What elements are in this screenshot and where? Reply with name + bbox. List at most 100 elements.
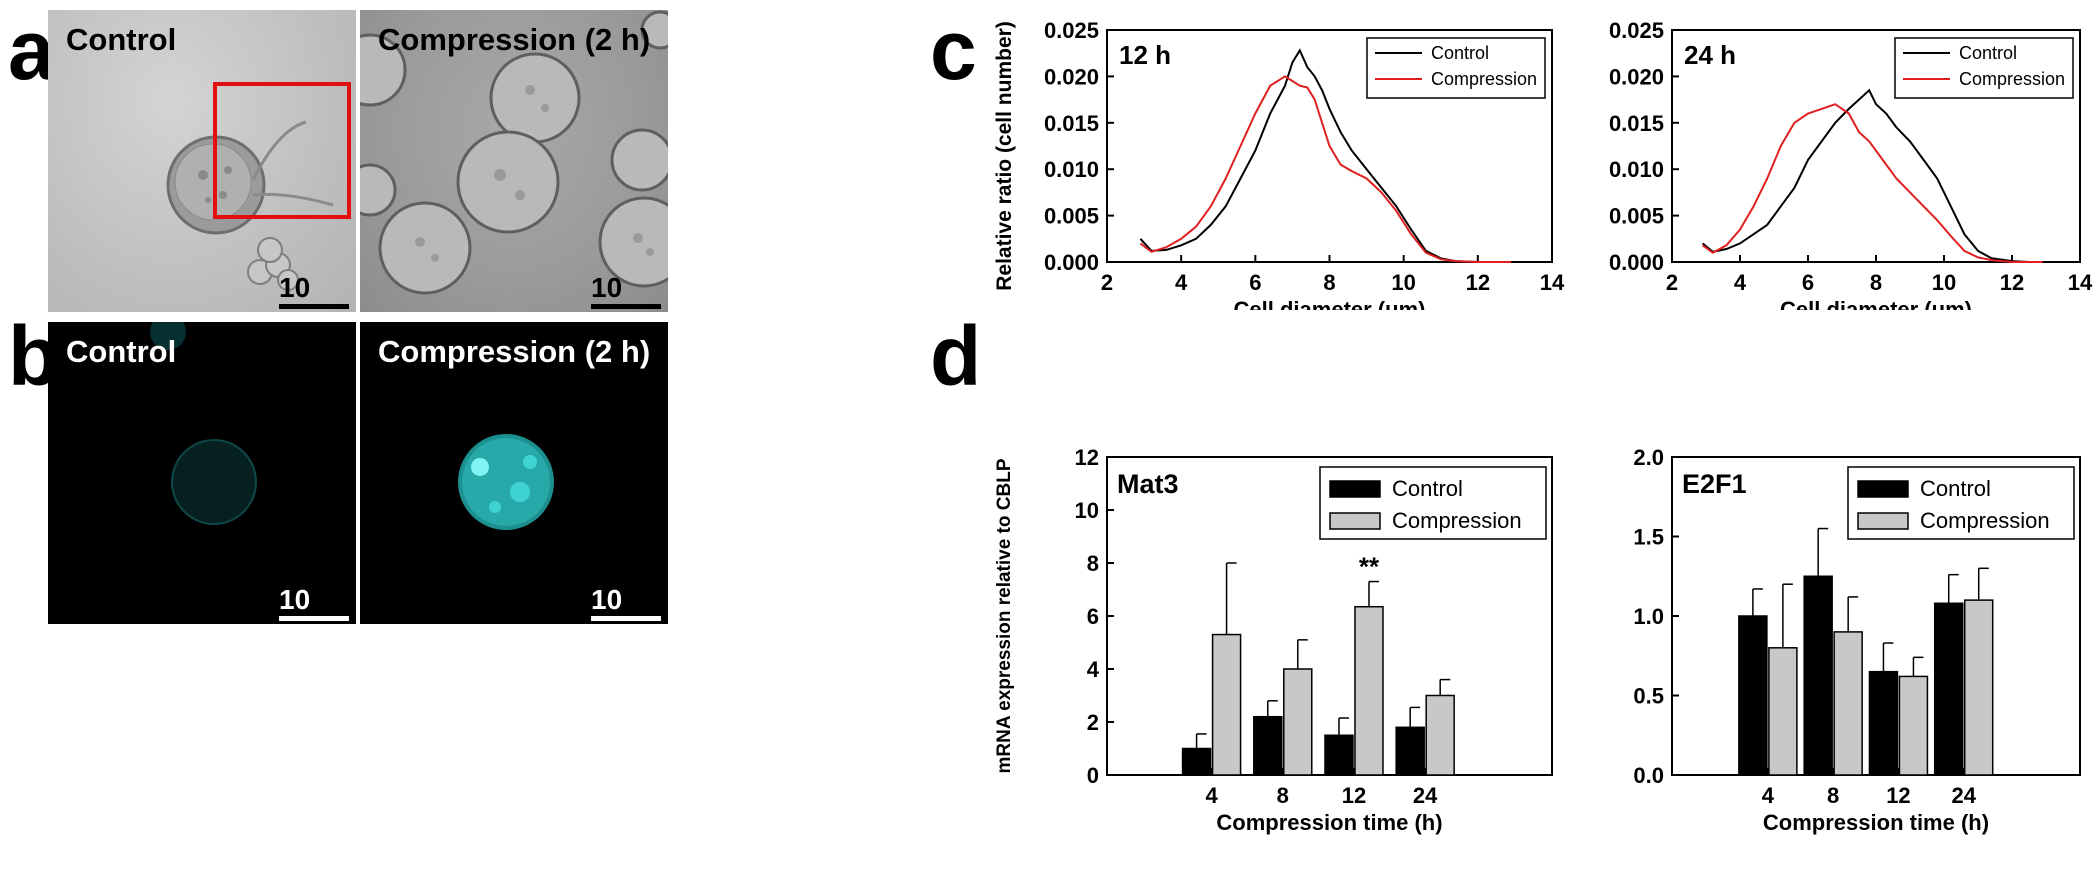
chart-panel-label: E2F1	[1682, 469, 1747, 499]
micrograph-label: Control	[66, 334, 177, 369]
micrograph-b-compression: Compression (2 h) 10 µm	[360, 322, 668, 624]
bar-compression	[1425, 694, 1455, 776]
bar-control	[1868, 670, 1899, 776]
y-axis-label: mRNA expression relative to CBLP	[994, 458, 1015, 773]
x-axis-label: Compression time (h)	[1216, 810, 1442, 835]
y-tick-label: 0.025	[1609, 18, 1664, 43]
x-tick-label: 4	[1734, 270, 1747, 295]
y-tick-label: 0.015	[1609, 111, 1664, 136]
y-tick-label: 0.020	[1044, 64, 1099, 89]
panel-letter-a: a	[8, 3, 55, 97]
micrograph-label: Control	[66, 22, 177, 57]
y-tick-label: 0	[1087, 763, 1099, 788]
bar-control	[1395, 726, 1425, 776]
micrograph-label: Compression (2 h)	[378, 22, 651, 57]
bar-control	[1253, 715, 1283, 776]
y-tick-label: 0.010	[1044, 157, 1099, 182]
panel-letter-d: d	[930, 309, 982, 403]
legend-label: Control	[1392, 476, 1463, 501]
x-tick-label: 4	[1762, 783, 1775, 808]
chart-c-left: 0.000 0.005 0.010 0.015 0.020 0.025 2 4 6 8 10 12 14…	[993, 18, 1565, 310]
x-tick-label: 24	[1951, 783, 1976, 808]
highlight-box	[213, 82, 351, 219]
x-tick-label: 14	[1540, 270, 1565, 295]
x-tick-label: 8	[1827, 783, 1839, 808]
x-tick-label: 2	[1666, 270, 1678, 295]
x-axis-label: Compression time (h)	[1763, 810, 1989, 835]
x-tick-label: 6	[1249, 270, 1261, 295]
chart-panel-label: 24 h	[1684, 40, 1736, 70]
x-tick-label: 12	[1466, 270, 1490, 295]
x-tick-label: 8	[1277, 783, 1289, 808]
y-tick-label: 1.0	[1633, 604, 1664, 629]
bar-compression	[1283, 668, 1313, 776]
bar-control	[1738, 615, 1768, 776]
series-line-compression	[1139, 75, 1512, 263]
x-tick-label: 12	[2000, 270, 2024, 295]
x-tick-label: 12	[1886, 783, 1910, 808]
legend-swatch	[1857, 480, 1909, 498]
y-tick-label: 0.000	[1609, 250, 1664, 275]
y-tick-label: 4	[1087, 657, 1100, 682]
y-tick-label: 2	[1087, 710, 1099, 735]
bar-control	[1933, 602, 1964, 776]
legend-label: Control	[1920, 476, 1991, 501]
y-tick-label: 0.005	[1609, 204, 1664, 229]
x-tick-label: 12	[1342, 783, 1366, 808]
legend-label: Compression	[1392, 508, 1522, 533]
compressed-cells-image	[360, 10, 668, 295]
legend-label: Compression	[1431, 69, 1537, 89]
x-tick-label: 2	[1101, 270, 1113, 295]
legend-label: Control	[1431, 43, 1489, 63]
micrograph-a-compression: Compression (2 h) 10 µm	[360, 10, 668, 312]
legend-label: Compression	[1959, 69, 2065, 89]
panel-letter-c: c	[930, 3, 977, 97]
x-axis-label: Cell diameter (um)	[1780, 297, 1972, 310]
y-tick-label: 0.010	[1609, 157, 1664, 182]
control-cell-image	[166, 82, 351, 291]
chart-c-right: 0.000 0.005 0.010 0.015 0.020 0.025 2 4 6 8 10 12 14…	[1609, 18, 2093, 310]
x-tick-label: 14	[2068, 270, 2093, 295]
y-tick-label: 0.0	[1633, 763, 1664, 788]
x-tick-label: 10	[1932, 270, 1956, 295]
y-tick-label: 0.015	[1044, 111, 1099, 136]
y-tick-label: 10	[1075, 498, 1099, 523]
x-tick-label: 24	[1413, 783, 1438, 808]
legend-label: Compression	[1920, 508, 2050, 533]
bar-compression	[1833, 631, 1863, 776]
y-tick-label: 0.5	[1633, 684, 1664, 709]
scale-bar	[591, 616, 661, 621]
legend-box	[1847, 466, 2075, 540]
chart-panel-label: 12 h	[1119, 40, 1171, 70]
x-tick-label: 4	[1175, 270, 1188, 295]
x-tick-label: 6	[1802, 270, 1814, 295]
x-axis-label: Cell diameter (um)	[1234, 297, 1426, 310]
legend-swatch	[1329, 480, 1381, 498]
bar-compression	[1963, 599, 1994, 776]
y-tick-label: 2.0	[1633, 445, 1664, 470]
y-tick-label: 0.025	[1044, 18, 1099, 43]
series-line-compression	[1702, 103, 2043, 263]
legend-label: Control	[1959, 43, 2017, 63]
y-tick-label: 12	[1075, 445, 1099, 470]
micrograph-label: Compression (2 h)	[378, 334, 651, 369]
compression-fluorescence-image	[458, 434, 554, 530]
x-tick-label: 10	[1391, 270, 1415, 295]
bar-control	[1803, 575, 1833, 776]
bar-compression	[1898, 675, 1929, 776]
bar-control	[1181, 747, 1212, 776]
chart-panel-label: Mat3	[1117, 469, 1179, 499]
scale-bar	[279, 304, 349, 309]
bar-compression	[1354, 605, 1384, 776]
y-tick-label: 8	[1087, 551, 1099, 576]
y-tick-label: 6	[1087, 604, 1099, 629]
x-tick-label: 8	[1323, 270, 1335, 295]
legend-box	[1894, 37, 2074, 99]
series-line-control	[1701, 88, 2043, 263]
x-tick-label: 8	[1870, 270, 1882, 295]
series-line-control	[1139, 48, 1512, 263]
bar-control	[1324, 734, 1354, 776]
x-tick-label: 4	[1205, 783, 1218, 808]
